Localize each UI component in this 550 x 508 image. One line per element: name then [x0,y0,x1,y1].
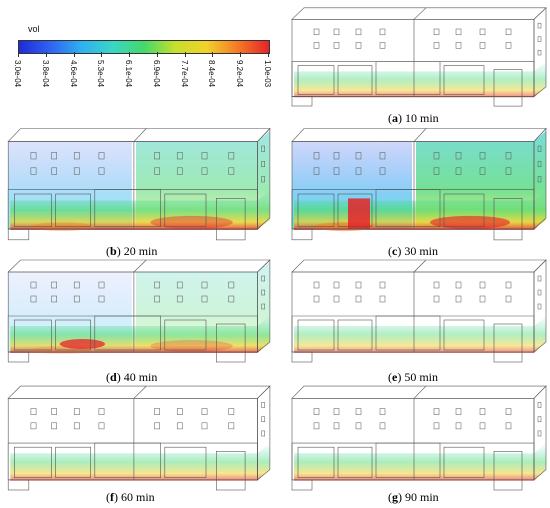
caption-label: 90 min [402,490,439,504]
panel-90-min [284,380,550,492]
building-render [291,259,547,363]
building-wireframe [7,127,271,241]
window-grid [30,402,265,437]
legend-tick-label: 1.0e-03 [263,60,272,88]
building-render [7,385,271,491]
panel-caption: (e) 50 min [388,370,438,384]
floor-concentration [294,61,546,98]
caption-label: 10 min [402,111,439,125]
legend-tick-label: 9.2e-04 [235,60,245,88]
legend-tick-mark [240,52,242,57]
panel-40-min [0,254,274,364]
panel-50-min [284,254,550,364]
legend-tick-mark [101,52,103,57]
panel-caption: (d) 40 min [106,370,158,384]
panel-caption: (c) 30 min [388,244,438,258]
window-grid [313,402,542,437]
legend-tick-mark [184,52,186,57]
caption-label: 40 min [120,370,158,384]
window-grid [313,22,542,56]
window-grid [30,145,265,183]
building-render [291,385,547,491]
legend-tick-label: 3.8e-04 [40,60,50,88]
legend-tick-label: 5.3e-04 [96,60,106,88]
building-wireframe [291,385,547,491]
legend-tick-mark [18,52,19,57]
caption-letter: a [392,111,398,125]
floor-concentration [294,443,546,481]
panel-caption: (a) 10 min [388,111,439,125]
window-grid [313,145,542,183]
building-render [291,7,547,107]
caption-letter: b [110,244,117,258]
hot-spot [150,340,233,352]
legend-tick-label: 8.4e-04 [207,60,217,88]
window-grid [30,275,265,310]
caption-label: 60 min [118,490,155,504]
caption-label: 30 min [401,244,438,258]
caption-label: 50 min [401,370,438,384]
panel-60-min [0,380,274,492]
building-wireframe [7,385,271,491]
legend-tick-mark [156,52,158,57]
building-render [7,127,271,241]
legend-title: vol [28,24,40,34]
hot-spot [348,198,370,229]
panel-caption: (f) 60 min [106,490,155,504]
legend-tick-label: 6.9e-04 [151,60,161,88]
hot-spot [430,215,510,229]
building-wireframe [291,127,547,241]
legend-tick-mark [45,52,47,57]
building-wireframe [291,7,547,107]
building-render [291,127,547,241]
caption-letter: g [392,490,398,504]
panel-30-min [284,122,550,242]
floor-concentration [10,443,270,481]
caption-letter: f [110,490,114,504]
legend-ticks [18,52,269,58]
hot-spot [150,215,233,229]
panel-caption: (b) 20 min [106,244,158,258]
legend-tick-label: 3.0e-04 [13,60,22,88]
legend-gradient-bar [18,40,270,54]
building-wireframe [7,259,271,363]
caption-label: 20 min [120,244,158,258]
floor-concentration [294,316,546,353]
panel-20-min [0,122,274,242]
hot-spot [59,339,106,349]
floor-concentration [10,189,270,230]
legend-tick-mark [212,52,214,57]
panel-10-min [284,2,550,108]
legend-tick-mark [73,52,75,57]
caption-letter: c [392,244,398,258]
colorbar-legend: vol 3.0e-04 3.8e-04 4.6e-04 5.3e-04 6.1e… [0,0,290,110]
window-grid [313,275,542,310]
legend-tick-label: 4.6e-04 [68,60,78,88]
building-wireframe [291,259,547,363]
caption-letter: e [392,370,398,384]
legend-tick-mark [129,52,131,57]
building-render [7,259,271,363]
panel-caption: (g) 90 min [388,490,439,504]
legend-tick-label: 7.7e-04 [179,60,189,88]
caption-letter: d [110,370,117,384]
legend-tick-mark [268,52,269,57]
legend-tick-label: 6.1e-04 [124,60,134,88]
